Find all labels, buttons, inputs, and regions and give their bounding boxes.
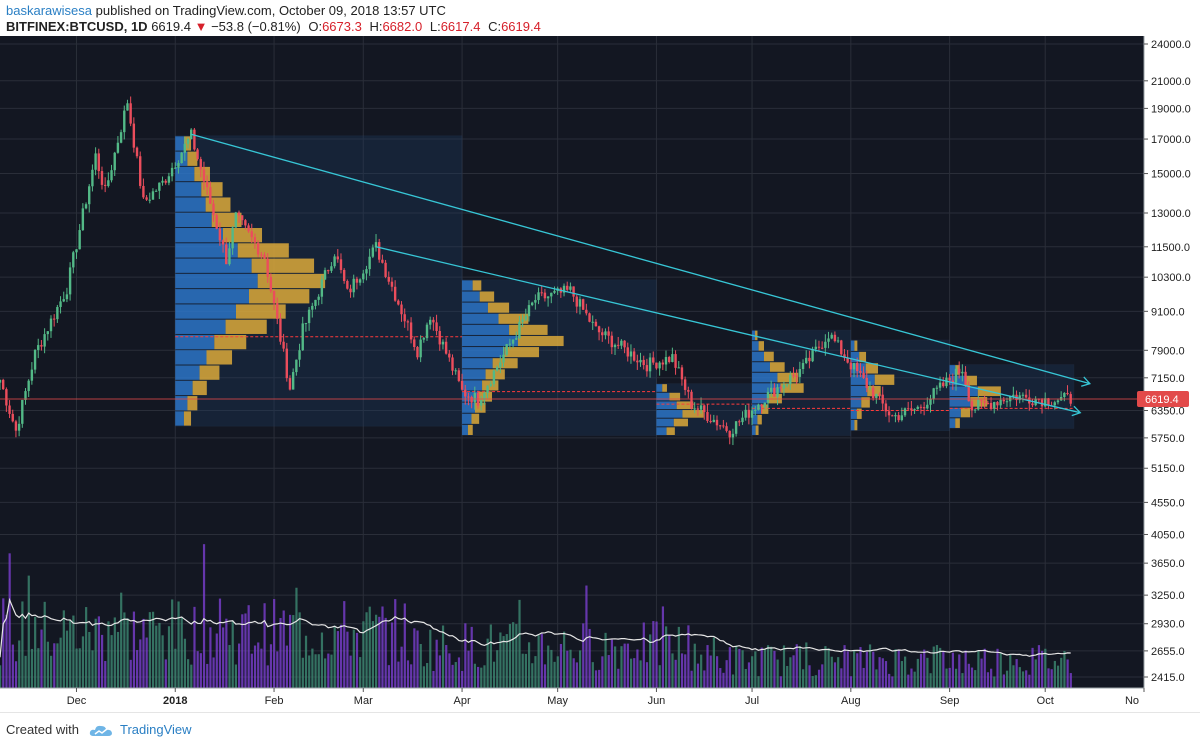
- price-tick-label: 7150.0: [1151, 373, 1185, 385]
- close-value: 6619.4: [501, 19, 541, 34]
- price-tick-label: 10300.0: [1151, 272, 1191, 284]
- time-axis[interactable]: [0, 688, 1144, 712]
- price-tick-label: 5150.0: [1151, 463, 1185, 475]
- down-arrow-icon: ▼: [194, 19, 208, 34]
- trend-lines[interactable]: [191, 133, 1091, 417]
- volume-bars: [0, 544, 1072, 688]
- trend-line[interactable]: [191, 133, 1091, 385]
- time-tick-label: Sep: [940, 695, 960, 707]
- price-tick-label: 17000.0: [1151, 134, 1191, 146]
- price-tick-label: 7900.0: [1151, 345, 1185, 357]
- quote-line: BITFINEX:BTCUSD, 1D 6619.4 ▼ −53.8 (−0.8…: [6, 19, 541, 34]
- time-tick-label: Apr: [453, 695, 470, 707]
- price-axis-ticks: 24000.0 21000.0 19000.0 17000.0 15000.0 13000…: [1144, 39, 1191, 684]
- chart-header: baskarawisesa published on TradingView.c…: [0, 0, 1200, 36]
- price-tick-label: 5750.0: [1151, 433, 1185, 445]
- publish-info: published on TradingView.com, October 09…: [95, 3, 446, 18]
- time-tick-label: Feb: [265, 695, 284, 707]
- tradingview-brand[interactable]: TradingView: [120, 722, 192, 737]
- time-tick-label: May: [547, 695, 568, 707]
- chart-footer: Created with TradingView: [0, 712, 1200, 746]
- candles: [0, 96, 1072, 446]
- high-value: 6682.0: [382, 19, 423, 34]
- created-with-text: Created with: [6, 722, 79, 737]
- price-tick-label: 9100.0: [1151, 306, 1185, 318]
- price-axis[interactable]: [1144, 36, 1200, 712]
- time-tick-label: 2018: [163, 695, 187, 707]
- price-tick-label: 15000.0: [1151, 169, 1191, 181]
- price-tick-label: 2930.0: [1151, 619, 1185, 631]
- time-tick-label: Dec: [67, 695, 87, 707]
- last-price-tag: 6619.4: [1137, 391, 1189, 408]
- price-tick-label: 4050.0: [1151, 529, 1185, 541]
- price-tick-label: 21000.0: [1151, 76, 1191, 88]
- time-tick-label: Jun: [648, 695, 666, 707]
- volume-moving-average: [0, 597, 1071, 658]
- trend-arrow-icon: [1081, 376, 1091, 387]
- symbol-label[interactable]: BITFINEX:BTCUSD, 1D: [6, 19, 148, 34]
- last-price-tag-text: 6619.4: [1145, 394, 1179, 406]
- high-label: H:: [369, 19, 383, 34]
- publish-line: baskarawisesa published on TradingView.c…: [6, 3, 446, 18]
- price-tick-label: 13000.0: [1151, 208, 1191, 220]
- trend-arrow-icon: [1071, 405, 1082, 417]
- price-tick-label: 6350.0: [1151, 406, 1185, 418]
- author-link[interactable]: baskarawisesa: [6, 3, 92, 18]
- time-tick-label: No: [1125, 695, 1139, 707]
- price-tick-label: 3650.0: [1151, 558, 1185, 570]
- low-value: 6617.4: [440, 19, 481, 34]
- price-tick-label: 3250.0: [1151, 590, 1185, 602]
- created-with: Created with TradingView: [6, 722, 192, 738]
- time-tick-label: Aug: [841, 695, 861, 707]
- open-label: O:: [308, 19, 323, 34]
- low-label: L:: [429, 19, 441, 34]
- last-price: 6619.4: [151, 19, 191, 34]
- open-value: 6673.3: [322, 19, 362, 34]
- tradingview-cloud-icon: [89, 725, 112, 736]
- trend-line[interactable]: [375, 246, 1081, 414]
- price-tick-label: 4550.0: [1151, 497, 1185, 509]
- time-tick-label: Jul: [745, 695, 759, 707]
- time-axis-ticks: Dec 2018 Feb Mar Apr May Jun Jul Aug Sep Oct No: [67, 688, 1145, 707]
- price-tick-label: 2655.0: [1151, 646, 1185, 658]
- time-tick-label: Mar: [354, 695, 373, 707]
- price-change: −53.8 (−0.81%): [211, 19, 301, 34]
- time-tick-label: Oct: [1037, 695, 1054, 707]
- price-tick-label: 24000.0: [1151, 39, 1191, 51]
- price-tick-label: 2415.0: [1151, 672, 1185, 684]
- price-tick-label: 11500.0: [1151, 242, 1190, 254]
- price-tick-label: 19000.0: [1151, 103, 1191, 115]
- close-label: C:: [488, 19, 502, 34]
- price-chart[interactable]: 24000.0 21000.0 19000.0 17000.0 15000.0 13000…: [0, 36, 1200, 712]
